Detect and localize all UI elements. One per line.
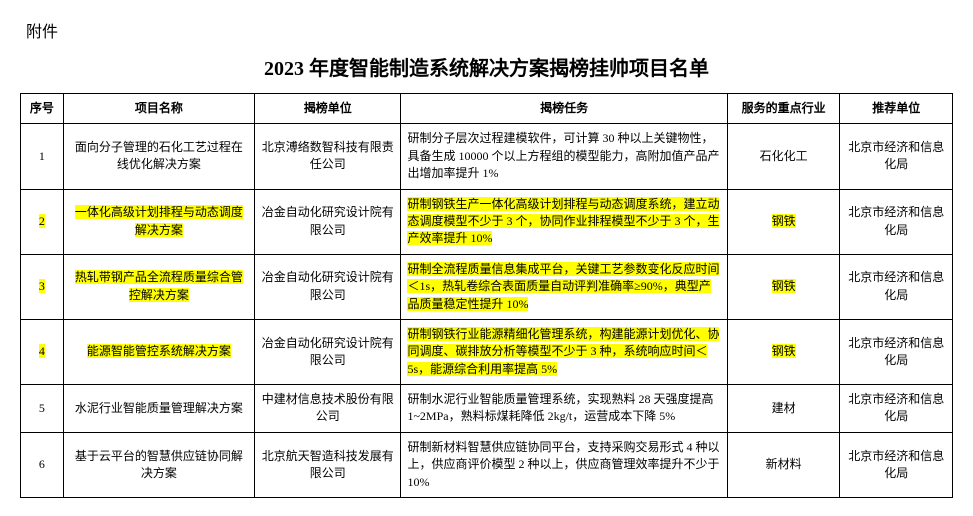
- cell-industry: 钢铁: [727, 189, 840, 254]
- attachment-label: 附件: [26, 18, 953, 42]
- cell-org: 中建材信息技术股份有限公司: [255, 385, 401, 433]
- table-row: 6基于云平台的智慧供应链协同解决方案北京航天智造科技发展有限公司研制新材料智慧供…: [21, 432, 953, 497]
- col-ind: 服务的重点行业: [727, 94, 840, 124]
- cell-idx: 1: [21, 124, 64, 189]
- cell-recommender: 北京市经济和信息化局: [840, 189, 953, 254]
- cell-idx: 5: [21, 385, 64, 433]
- cell-task: 研制钢铁生产一体化高级计划排程与动态调度系统，建立动态调度模型不少于 3 个，协…: [401, 189, 727, 254]
- project-table: 序号 项目名称 揭榜单位 揭榜任务 服务的重点行业 推荐单位 1面向分子管理的石…: [20, 93, 953, 498]
- cell-org: 冶金自动化研究设计院有限公司: [255, 254, 401, 319]
- cell-org: 冶金自动化研究设计院有限公司: [255, 189, 401, 254]
- cell-name: 面向分子管理的石化工艺过程在线优化解决方案: [63, 124, 254, 189]
- table-header-row: 序号 项目名称 揭榜单位 揭榜任务 服务的重点行业 推荐单位: [21, 94, 953, 124]
- cell-name: 能源智能管控系统解决方案: [63, 319, 254, 384]
- col-name: 项目名称: [63, 94, 254, 124]
- cell-industry: 石化化工: [727, 124, 840, 189]
- col-rec: 推荐单位: [840, 94, 953, 124]
- cell-recommender: 北京市经济和信息化局: [840, 254, 953, 319]
- cell-idx: 2: [21, 189, 64, 254]
- page-title: 2023 年度智能制造系统解决方案揭榜挂帅项目名单: [20, 52, 953, 81]
- cell-task: 研制新材料智慧供应链协同平台，支持采购交易形式 4 种以上，供应商评价模型 2 …: [401, 432, 727, 497]
- cell-task: 研制水泥行业智能质量管理系统，实现熟料 28 天强度提高 1~2MPa，熟料标煤…: [401, 385, 727, 433]
- cell-industry: 新材料: [727, 432, 840, 497]
- cell-recommender: 北京市经济和信息化局: [840, 385, 953, 433]
- cell-org: 冶金自动化研究设计院有限公司: [255, 319, 401, 384]
- cell-industry: 钢铁: [727, 319, 840, 384]
- cell-industry: 钢铁: [727, 254, 840, 319]
- col-org: 揭榜单位: [255, 94, 401, 124]
- cell-name: 一体化高级计划排程与动态调度解决方案: [63, 189, 254, 254]
- cell-name: 水泥行业智能质量管理解决方案: [63, 385, 254, 433]
- cell-recommender: 北京市经济和信息化局: [840, 432, 953, 497]
- cell-idx: 3: [21, 254, 64, 319]
- cell-name: 基于云平台的智慧供应链协同解决方案: [63, 432, 254, 497]
- cell-industry: 建材: [727, 385, 840, 433]
- table-row: 1面向分子管理的石化工艺过程在线优化解决方案北京溥络数智科技有限责任公司研制分子…: [21, 124, 953, 189]
- table-row: 2一体化高级计划排程与动态调度解决方案冶金自动化研究设计院有限公司研制钢铁生产一…: [21, 189, 953, 254]
- cell-task: 研制分子层次过程建模软件，可计算 30 种以上关键物性，具备生成 10000 个…: [401, 124, 727, 189]
- table-row: 5水泥行业智能质量管理解决方案中建材信息技术股份有限公司研制水泥行业智能质量管理…: [21, 385, 953, 433]
- col-idx: 序号: [21, 94, 64, 124]
- cell-idx: 6: [21, 432, 64, 497]
- cell-recommender: 北京市经济和信息化局: [840, 124, 953, 189]
- cell-recommender: 北京市经济和信息化局: [840, 319, 953, 384]
- col-task: 揭榜任务: [401, 94, 727, 124]
- cell-name: 热轧带钢产品全流程质量综合管控解决方案: [63, 254, 254, 319]
- cell-org: 北京航天智造科技发展有限公司: [255, 432, 401, 497]
- cell-task: 研制钢铁行业能源精细化管理系统，构建能源计划优化、协同调度、碳排放分析等模型不少…: [401, 319, 727, 384]
- cell-task: 研制全流程质量信息集成平台，关键工艺参数变化反应时间＜1s，热轧卷综合表面质量自…: [401, 254, 727, 319]
- cell-org: 北京溥络数智科技有限责任公司: [255, 124, 401, 189]
- table-row: 4能源智能管控系统解决方案冶金自动化研究设计院有限公司研制钢铁行业能源精细化管理…: [21, 319, 953, 384]
- cell-idx: 4: [21, 319, 64, 384]
- table-row: 3热轧带钢产品全流程质量综合管控解决方案冶金自动化研究设计院有限公司研制全流程质…: [21, 254, 953, 319]
